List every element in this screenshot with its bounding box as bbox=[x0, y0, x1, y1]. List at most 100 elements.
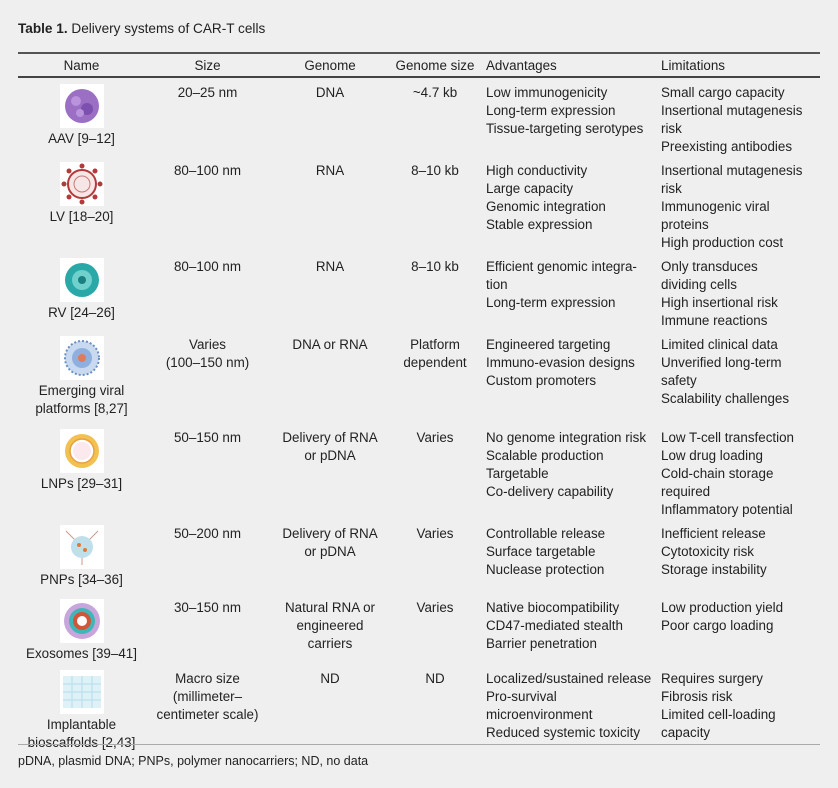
limitations-text: Limited cell-loading bbox=[661, 707, 776, 722]
size-text: 50–200 nm bbox=[173, 526, 241, 541]
cell-genome: Natural RNA or engineered carriers bbox=[270, 593, 390, 664]
cell-advantages: Engineered targeting Immuno-evasion desig… bbox=[480, 330, 655, 423]
genome-text: Delivery of RNA bbox=[282, 526, 378, 541]
advantages-text: High conductivity bbox=[486, 163, 588, 178]
limitations-text: Poor cargo loading bbox=[661, 618, 774, 633]
footer-divider bbox=[18, 744, 820, 745]
cell-name: Implantable bioscaffolds [2,43] bbox=[18, 664, 145, 752]
genome-size-text: 8–10 kb bbox=[411, 259, 459, 274]
advantages-text: Native biocompatibility bbox=[486, 600, 620, 615]
cell-genome-size: 8–10 kb bbox=[390, 252, 480, 330]
limitations-text: High production cost bbox=[661, 235, 784, 250]
advantages-text: Immuno-evasion designs bbox=[486, 355, 635, 370]
cell-size: Macro size (millimeter– centimeter scale) bbox=[145, 664, 270, 752]
genome-text: or pDNA bbox=[304, 448, 356, 463]
size-text: 30–150 nm bbox=[173, 600, 241, 615]
cell-name: PNPs [34–36] bbox=[18, 519, 145, 593]
advantages-text: Low immunogenicity bbox=[486, 85, 608, 100]
advantages-text: No genome integration risk bbox=[486, 430, 647, 445]
cell-name: LNPs [29–31] bbox=[18, 423, 145, 519]
cell-genome-size: Varies bbox=[390, 519, 480, 593]
advantages-text: Co-delivery capability bbox=[486, 484, 614, 499]
cell-advantages: Native biocompatibility CD47-mediated ste… bbox=[480, 593, 655, 664]
table-row: RV [24–26] 80–100 nm RNA 8–10 kb Efficient g… bbox=[18, 252, 820, 330]
cell-genome: RNA bbox=[270, 252, 390, 330]
size-text: 80–100 nm bbox=[173, 163, 241, 178]
system-name: LV [18–20] bbox=[49, 209, 114, 224]
limitations-text: Low T-cell transfection bbox=[661, 430, 794, 445]
genome-text: DNA bbox=[315, 85, 345, 100]
limitations-text: Cytotoxicity risk bbox=[661, 544, 755, 559]
advantages-text: Targetable bbox=[486, 466, 549, 481]
genome-size-text: ~4.7 kb bbox=[412, 85, 458, 100]
aav-icon bbox=[59, 84, 104, 128]
limitations-text: Cold-chain storage bbox=[661, 466, 774, 481]
cell-genome-size: Varies bbox=[390, 423, 480, 519]
table-row: LV [18–20] 80–100 nm RNA 8–10 kb High conduc… bbox=[18, 156, 820, 252]
cell-genome: RNA bbox=[270, 156, 390, 252]
genome-text: Natural RNA or bbox=[284, 600, 376, 615]
header-genome-size: Genome size bbox=[390, 52, 480, 78]
limitations-text: Inefficient release bbox=[661, 526, 766, 541]
table-label: Table 1. bbox=[18, 21, 68, 36]
genome-size-text: Varies bbox=[416, 430, 454, 445]
table-title: Table 1. Delivery systems of CAR-T cells bbox=[18, 21, 265, 36]
header-advantages: Advantages bbox=[480, 52, 655, 78]
genome-size-text: 8–10 kb bbox=[411, 163, 459, 178]
limitations-text: capacity bbox=[661, 725, 711, 740]
limitations-text: Unverified long-term bbox=[661, 355, 782, 370]
cell-name: AAV [9–12] bbox=[18, 77, 145, 156]
system-name: platforms [8,27] bbox=[35, 401, 128, 416]
limitations-text: Immunogenic viral bbox=[661, 199, 770, 214]
lentivirus-icon bbox=[59, 162, 104, 206]
system-name: AAV [9–12] bbox=[48, 131, 115, 146]
limitations-text: Low drug loading bbox=[661, 448, 763, 463]
limitations-text: Small cargo capacity bbox=[661, 85, 785, 100]
advantages-text: Genomic integration bbox=[486, 199, 606, 214]
advantages-text: Pro-survival bbox=[486, 689, 557, 704]
cell-limitations: Low production yield Poor cargo loading bbox=[655, 593, 820, 664]
advantages-text: Engineered targeting bbox=[486, 337, 611, 352]
advantages-text: Reduced systemic toxicity bbox=[486, 725, 641, 740]
advantages-text: Custom promoters bbox=[486, 373, 597, 388]
cell-limitations: Limited clinical data Unverified long-ter… bbox=[655, 330, 820, 423]
cell-name: Emerging viral platforms [8,27] bbox=[18, 330, 145, 423]
cell-size: 50–200 nm bbox=[145, 519, 270, 593]
emerging-viral-icon bbox=[59, 336, 104, 380]
cell-genome: Delivery of RNA or pDNA bbox=[270, 519, 390, 593]
cell-name: RV [24–26] bbox=[18, 252, 145, 330]
size-text: 50–150 nm bbox=[173, 430, 241, 445]
limitations-text: Scalability challenges bbox=[661, 391, 790, 406]
header-genome: Genome bbox=[270, 52, 390, 78]
advantages-text: Nuclease protection bbox=[486, 562, 605, 577]
genome-size-text: Platform bbox=[410, 337, 460, 352]
genome-text: RNA bbox=[315, 259, 345, 274]
table-row: Emerging viral platforms [8,27] Varies (100… bbox=[18, 330, 820, 423]
advantages-text: Efficient genomic integra- bbox=[486, 259, 637, 274]
cell-name: Exosomes [39–41] bbox=[18, 593, 145, 664]
advantages-text: Surface targetable bbox=[486, 544, 596, 559]
cell-limitations: Low T-cell transfection Low drug loading C… bbox=[655, 423, 820, 519]
system-name: RV [24–26] bbox=[48, 305, 115, 320]
cell-name: LV [18–20] bbox=[18, 156, 145, 252]
table-row: PNPs [34–36] 50–200 nm Delivery of RNA or p… bbox=[18, 519, 820, 593]
cell-size: 20–25 nm bbox=[145, 77, 270, 156]
table-caption: Delivery systems of CAR-T cells bbox=[67, 21, 266, 36]
cell-limitations: Insertional mutagenesis risk Immunogenic v… bbox=[655, 156, 820, 252]
size-text: (millimeter– bbox=[172, 689, 243, 704]
cell-size: 50–150 nm bbox=[145, 423, 270, 519]
footnote: pDNA, plasmid DNA; PNPs, polymer nanocar… bbox=[18, 754, 369, 768]
limitations-text: Inflammatory potential bbox=[661, 502, 793, 517]
cell-size: 30–150 nm bbox=[145, 593, 270, 664]
table-row: LNPs [29–31] 50–150 nm Delivery of RNA or p… bbox=[18, 423, 820, 519]
lnp-icon bbox=[59, 429, 104, 473]
limitations-text: Insertional mutagenesis bbox=[661, 103, 803, 118]
cell-genome-size: ND bbox=[390, 664, 480, 752]
cell-genome-size: Varies bbox=[390, 593, 480, 664]
system-name: Exosomes [39–41] bbox=[26, 646, 137, 661]
genome-text: Delivery of RNA bbox=[282, 430, 378, 445]
limitations-text: Only transduces bbox=[661, 259, 758, 274]
genome-size-text: ND bbox=[425, 671, 445, 686]
advantages-text: microenvironment bbox=[486, 707, 593, 722]
advantages-text: Localized/sustained release bbox=[486, 671, 652, 686]
